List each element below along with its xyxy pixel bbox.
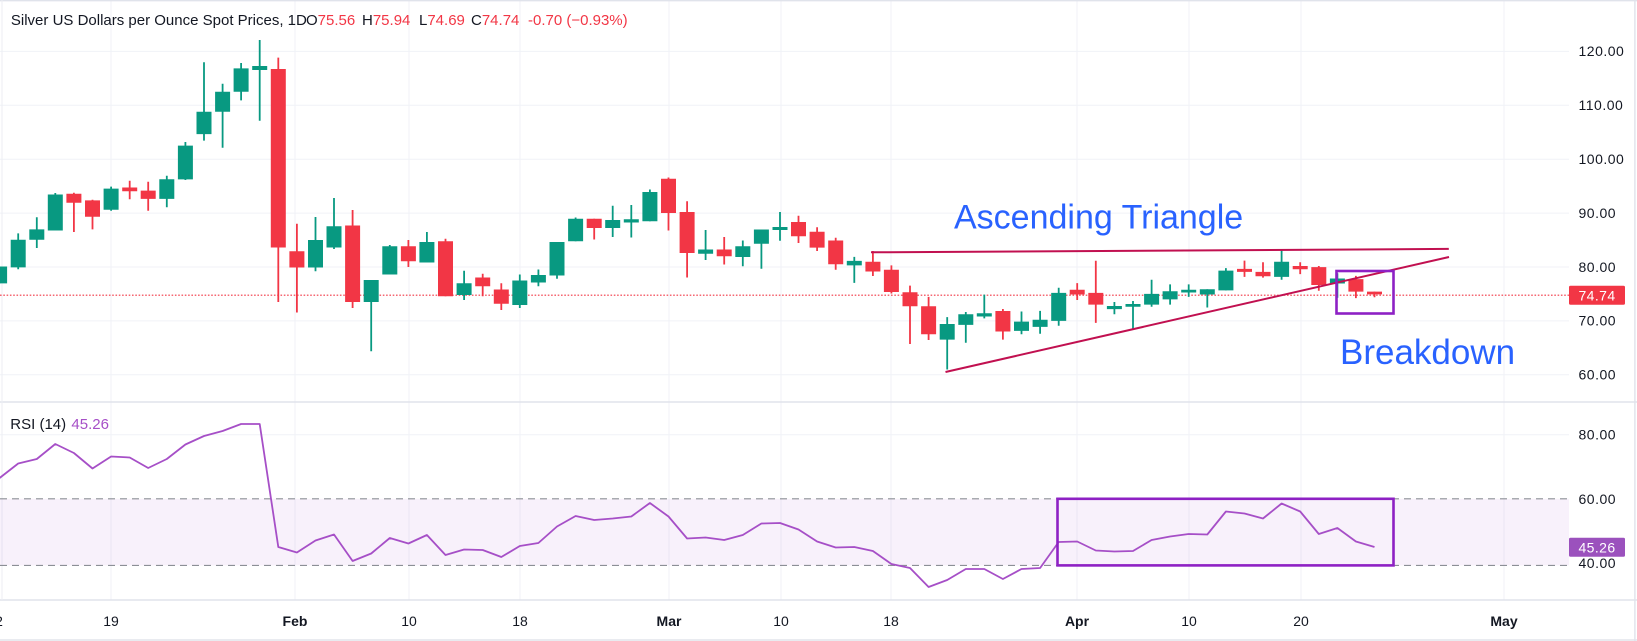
svg-text:45.26: 45.26 — [1578, 540, 1615, 556]
svg-text:Apr: Apr — [1065, 613, 1090, 629]
svg-text:20: 20 — [1293, 613, 1309, 629]
svg-text:10: 10 — [773, 613, 789, 629]
svg-text:19: 19 — [103, 613, 119, 629]
svg-text:80.00: 80.00 — [1579, 427, 1617, 443]
svg-text:C74.74: C74.74 — [471, 12, 519, 29]
svg-text:60.00: 60.00 — [1579, 367, 1617, 383]
svg-text:120.00: 120.00 — [1579, 43, 1625, 59]
svg-text:H75.94: H75.94 — [362, 12, 410, 29]
svg-text:Ascending Triangle: Ascending Triangle — [954, 199, 1243, 237]
svg-text:110.00: 110.00 — [1579, 97, 1624, 113]
svg-text:RSI (14): RSI (14) — [10, 416, 66, 433]
svg-text:45.26: 45.26 — [71, 416, 109, 433]
svg-text:Silver US Dollars per Ounce Sp: Silver US Dollars per Ounce Spot Prices,… — [11, 12, 307, 29]
svg-text:40.00: 40.00 — [1579, 555, 1617, 571]
svg-text:-0.70 (−0.93%): -0.70 (−0.93%) — [528, 12, 628, 29]
svg-text:18: 18 — [883, 613, 899, 629]
svg-text:O75.56: O75.56 — [306, 12, 355, 29]
svg-text:80.00: 80.00 — [1579, 259, 1617, 275]
svg-text:Feb: Feb — [283, 613, 308, 629]
svg-text:90.00: 90.00 — [1579, 205, 1617, 221]
svg-text:10: 10 — [1181, 613, 1197, 629]
svg-text:2: 2 — [0, 613, 3, 629]
svg-text:60.00: 60.00 — [1579, 491, 1617, 507]
svg-text:10: 10 — [401, 613, 417, 629]
svg-text:May: May — [1490, 613, 1517, 629]
svg-text:18: 18 — [512, 613, 528, 629]
svg-text:100.00: 100.00 — [1579, 151, 1625, 167]
svg-text:74.74: 74.74 — [1578, 288, 1615, 304]
svg-text:Breakdown: Breakdown — [1340, 333, 1515, 372]
svg-text:70.00: 70.00 — [1579, 313, 1617, 329]
svg-text:Mar: Mar — [657, 613, 682, 629]
svg-text:L74.69: L74.69 — [419, 12, 465, 29]
